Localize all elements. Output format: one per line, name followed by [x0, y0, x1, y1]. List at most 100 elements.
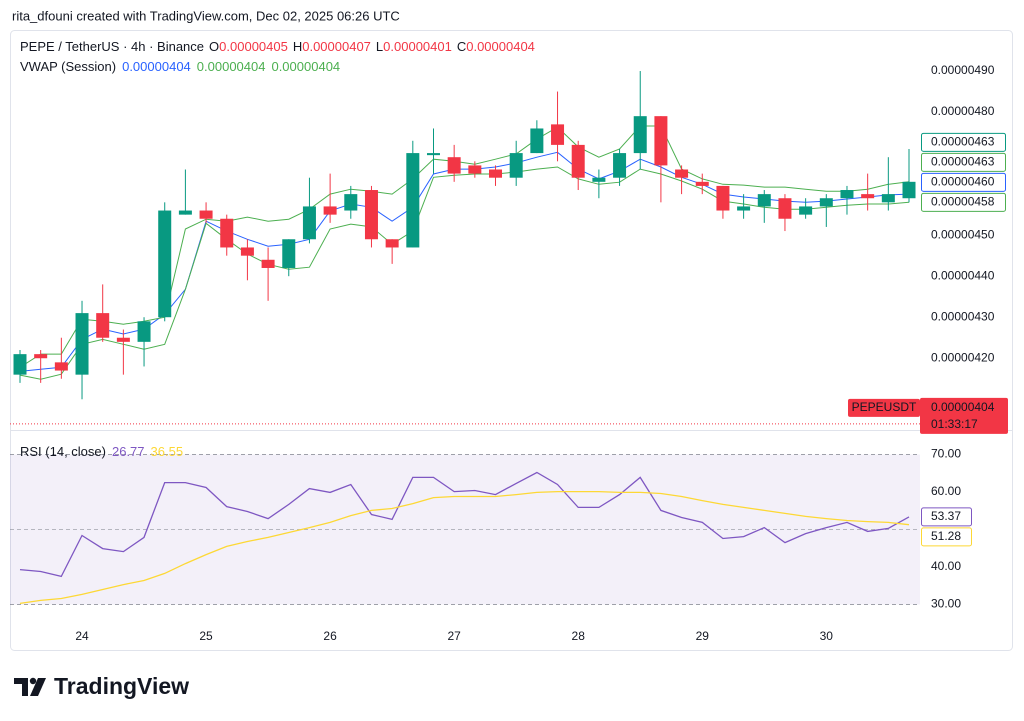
y-tick-label: 60.00: [931, 484, 961, 498]
legend-value: 26.77: [112, 444, 145, 459]
overlay-title: VWAP (Session): [20, 59, 116, 74]
candle-body: [261, 259, 275, 268]
y-tick-label: 0.00000430: [931, 309, 995, 323]
candle-body: [633, 116, 647, 154]
header: rita_dfouni created with TradingView.com…: [12, 8, 400, 23]
candle-body: [489, 169, 503, 178]
candle-body: [695, 181, 709, 186]
candle-body: [75, 313, 89, 375]
candle-body: [509, 153, 523, 178]
candle-body: [881, 194, 895, 203]
candle-body: [406, 153, 420, 248]
candle-body: [902, 181, 916, 199]
candle-body: [819, 198, 833, 207]
x-tick-label: 28: [572, 629, 586, 643]
legend-value: 0.00000405: [219, 39, 288, 54]
logo-part: [30, 678, 46, 696]
candle-body: [654, 116, 668, 166]
rsi-line: [19, 490, 910, 605]
candle-body: [96, 313, 110, 338]
overlay-value: 0.00000404: [271, 59, 340, 74]
candle-body: [13, 354, 27, 375]
legend-key: C: [457, 39, 466, 54]
candle-body: [447, 157, 461, 174]
rsi-line: [19, 471, 910, 578]
legend-symbol: PEPE / TetherUS · 4h · Binance: [20, 39, 204, 54]
candle-body: [220, 218, 234, 248]
candle-body: [302, 206, 316, 240]
candle-body: [551, 124, 565, 145]
overlay-value: 0.00000404: [197, 59, 266, 74]
candle-body: [137, 321, 151, 342]
candle-body: [861, 194, 875, 199]
candle-body: [468, 165, 482, 174]
legend: VWAP (Session) 0.00000404 0.00000404 0.0000…: [20, 59, 340, 74]
countdown: 01:33:17: [931, 417, 978, 431]
x-tick-label: 29: [696, 629, 710, 643]
x-tick-label: 30: [820, 629, 834, 643]
candle-body: [323, 206, 337, 215]
x-tick-label: 27: [447, 629, 461, 643]
candle-body: [675, 169, 689, 178]
overlay-value: 0.00000404: [122, 59, 191, 74]
symbol-label: PEPEUSDT: [852, 400, 917, 414]
candle-body: [199, 210, 213, 219]
legend-key: O: [209, 39, 219, 54]
y-tick-label: 0.00000480: [931, 104, 995, 118]
y-tick-label: 0.00000450: [931, 227, 995, 241]
candle-body: [116, 337, 130, 342]
last-value-label: 0.00000458: [931, 195, 995, 209]
candle-body: [778, 198, 792, 219]
last-value-box: [921, 152, 1006, 172]
price-label: 0.00000404: [931, 400, 995, 414]
price-box: [920, 397, 1008, 434]
candle-body: [737, 206, 751, 211]
candle-body: [178, 210, 192, 215]
candle-body: [840, 190, 854, 199]
legend-value: 0.00000401: [383, 39, 452, 54]
candle-body: [282, 239, 296, 268]
candle-body: [158, 210, 172, 318]
rsi-title: RSI (14, close): [20, 444, 106, 459]
y-tick-label: 0.00000420: [931, 350, 995, 364]
y-tick-label: 70.00: [931, 447, 961, 461]
candle-body: [571, 144, 585, 178]
x-tick-label: 25: [199, 629, 213, 643]
y-tick-label: 0.00000490: [931, 63, 995, 77]
brand-logo: [14, 677, 46, 696]
candle-body: [716, 185, 730, 211]
legend-value: 0.00000407: [302, 39, 371, 54]
last-value-box: [921, 527, 972, 547]
legend-key: L: [376, 39, 383, 54]
x-tick-label: 26: [323, 629, 337, 643]
candle-body: [757, 194, 771, 207]
brand: TradingView: [54, 673, 189, 699]
frame: [10, 30, 1013, 651]
symbol-box: [848, 398, 920, 417]
candle-body: [530, 128, 544, 154]
legend: RSI (14, close) 26.77 36.55: [20, 444, 183, 459]
candle-body: [426, 153, 440, 156]
last-value-box: [921, 132, 1006, 152]
last-value-box: [921, 192, 1006, 212]
candle-body: [799, 206, 813, 215]
last-value-label: 51.28: [931, 529, 961, 543]
last-value-box: [921, 507, 972, 527]
x-tick-label: 24: [75, 629, 89, 643]
last-value-label: 53.37: [931, 509, 961, 523]
logo-part: [29, 677, 37, 685]
legend-value: 0.00000404: [466, 39, 535, 54]
candle-body: [613, 153, 627, 178]
last-value-label: 0.00000460: [931, 175, 995, 189]
candle-body: [385, 239, 399, 248]
y-tick-label: 30.00: [931, 597, 961, 611]
candle-body: [54, 362, 68, 371]
vwap-line: [19, 166, 910, 380]
candle-body: [240, 247, 254, 256]
legend-key: H: [293, 39, 302, 54]
candle-body: [364, 190, 378, 240]
candle-body: [592, 177, 606, 182]
last-value-label: 0.00000463: [931, 155, 995, 169]
